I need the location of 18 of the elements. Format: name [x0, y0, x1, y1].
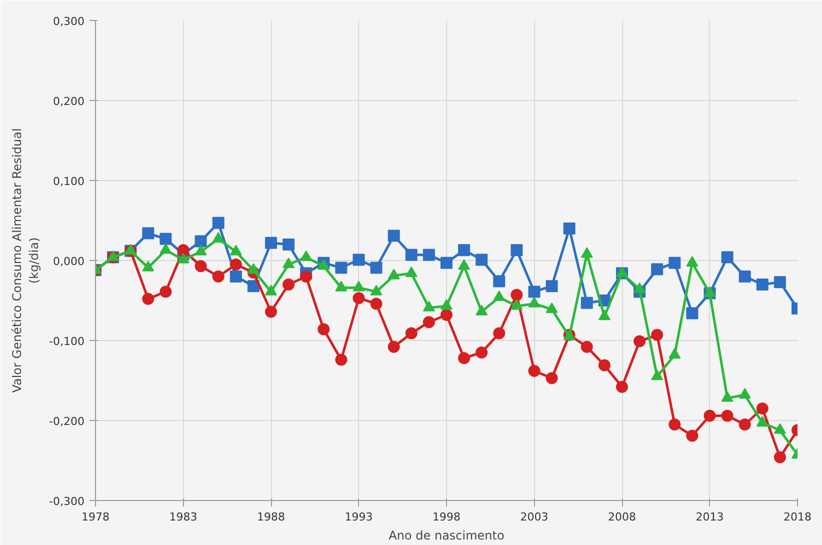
- y-tick-label: 0,200: [53, 95, 85, 108]
- x-tick-label: 1993: [344, 510, 373, 524]
- y-axis-title: Valor Genético Consumo Alimentar Residual (kg/dia): [10, 128, 42, 393]
- x-tick-label: 2013: [696, 510, 724, 524]
- y-tick-label: 0,100: [53, 175, 85, 188]
- x-tick-label: 2008: [608, 510, 636, 524]
- x-tick-label: 1983: [169, 510, 198, 524]
- y-tick-label: 0,300: [53, 15, 85, 28]
- x-tick-label: 2003: [520, 510, 548, 524]
- x-tick-label: 1988: [257, 510, 286, 524]
- x-tick-label: 1998: [432, 510, 461, 524]
- y-tick-label: -0,300: [49, 495, 85, 508]
- x-axis-title: Ano de nascimento: [388, 528, 504, 542]
- y-tick-label: 0,000: [53, 255, 85, 268]
- x-tick-label: 1978: [82, 510, 110, 524]
- x-tick-label: 2018: [784, 510, 812, 524]
- y-tick-label: -0,200: [49, 415, 85, 428]
- y-tick-label: -0,100: [49, 335, 85, 348]
